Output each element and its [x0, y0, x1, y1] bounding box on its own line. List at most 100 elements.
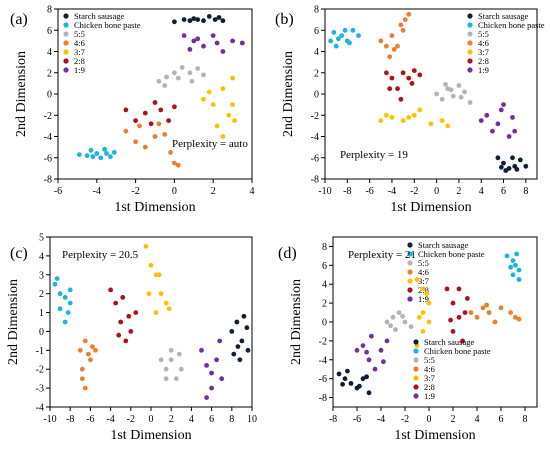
legend-label: 5:5: [478, 29, 489, 39]
data-point: [133, 118, 139, 123]
data-point: [414, 277, 420, 282]
data-point: [503, 168, 509, 173]
legend-label: 1:9: [74, 65, 85, 75]
data-point: [191, 16, 197, 21]
series-3-7: [143, 244, 172, 315]
data-point: [156, 78, 162, 84]
data-point: [514, 167, 520, 172]
data-point: [176, 351, 182, 357]
data-point: [62, 319, 68, 325]
data-point: [348, 381, 354, 386]
data-point: [93, 347, 98, 353]
data-point: [158, 107, 164, 113]
data-point: [245, 347, 251, 353]
data-point: [156, 121, 162, 127]
data-point: [458, 94, 464, 100]
data-point: [390, 314, 396, 320]
plot-frame: [49, 236, 253, 408]
y-tick-label: 8: [322, 242, 327, 253]
data-point: [378, 118, 384, 123]
data-point: [523, 163, 529, 169]
data-point: [516, 267, 522, 273]
y-tick-label: 6: [314, 26, 319, 37]
data-point: [378, 347, 384, 353]
data-point: [199, 347, 204, 353]
data-point: [424, 291, 429, 297]
data-point: [230, 102, 236, 107]
data-point: [364, 349, 369, 355]
series-chicken-bone-paste: [76, 146, 117, 161]
x-tick-label: -4: [106, 414, 114, 425]
data-point: [226, 112, 232, 118]
data-point: [450, 300, 456, 306]
x-tick-label: 4: [250, 186, 255, 197]
legend-label: 2:8: [424, 382, 435, 392]
y-tick-label: 0: [39, 327, 44, 338]
data-point: [510, 272, 516, 278]
data-point: [244, 325, 250, 331]
data-point: [120, 295, 126, 300]
data-point: [189, 78, 195, 84]
data-point: [336, 36, 341, 42]
data-point: [360, 343, 366, 348]
series-2-8: [444, 286, 470, 344]
data-point: [230, 38, 236, 44]
y-tick-label: -2: [44, 111, 52, 122]
legend-marker: [413, 339, 419, 345]
panel-label: (c): [10, 245, 28, 262]
data-point: [439, 118, 445, 123]
data-point: [462, 89, 467, 95]
series-5-5: [384, 310, 414, 332]
data-point: [178, 366, 184, 372]
data-point: [448, 87, 454, 93]
data-point: [342, 27, 348, 33]
y-tick-label: 6: [322, 261, 327, 272]
legend-marker: [63, 22, 69, 28]
data-point: [366, 390, 372, 396]
legend-label: 4:6: [424, 364, 435, 374]
data-point: [495, 155, 501, 161]
data-point: [356, 33, 361, 38]
legend-marker: [413, 357, 419, 363]
legend-label: 1:9: [418, 294, 429, 304]
data-point: [448, 317, 453, 323]
perplexity-annotation: Perplexity = auto: [172, 138, 248, 150]
data-point: [220, 18, 226, 24]
legend-label: 2:8: [478, 56, 489, 66]
data-point: [209, 370, 215, 376]
perplexity-annotation: Perplexity = 20.5: [62, 249, 139, 261]
legend-marker: [413, 375, 419, 381]
y-tick-label: 2: [322, 299, 327, 310]
data-point: [82, 338, 88, 344]
series-4-6: [77, 338, 98, 391]
data-point: [389, 115, 395, 120]
data-point: [340, 381, 345, 387]
data-point: [90, 154, 96, 160]
data-point: [163, 300, 169, 306]
data-point: [387, 54, 393, 60]
x-tick-label: -4: [93, 186, 101, 197]
data-point: [434, 91, 439, 97]
y-tick-label: -2: [36, 365, 44, 376]
data-point: [153, 310, 159, 315]
data-point: [513, 262, 518, 268]
data-point: [216, 15, 222, 20]
legend-label: Chicken bone paste: [418, 249, 485, 259]
data-point: [460, 338, 465, 344]
data-point: [210, 33, 216, 38]
series-chicken-bone-paste: [504, 251, 522, 282]
y-tick-label: 2: [314, 68, 319, 79]
data-point: [113, 300, 119, 306]
x-axis-title: 1st Dimension: [110, 428, 191, 443]
data-point: [333, 43, 339, 49]
data-point: [426, 300, 432, 306]
data-point: [360, 376, 366, 382]
data-point: [517, 157, 523, 163]
data-point: [158, 291, 164, 297]
series-3-7: [414, 277, 432, 348]
data-point: [146, 291, 152, 297]
